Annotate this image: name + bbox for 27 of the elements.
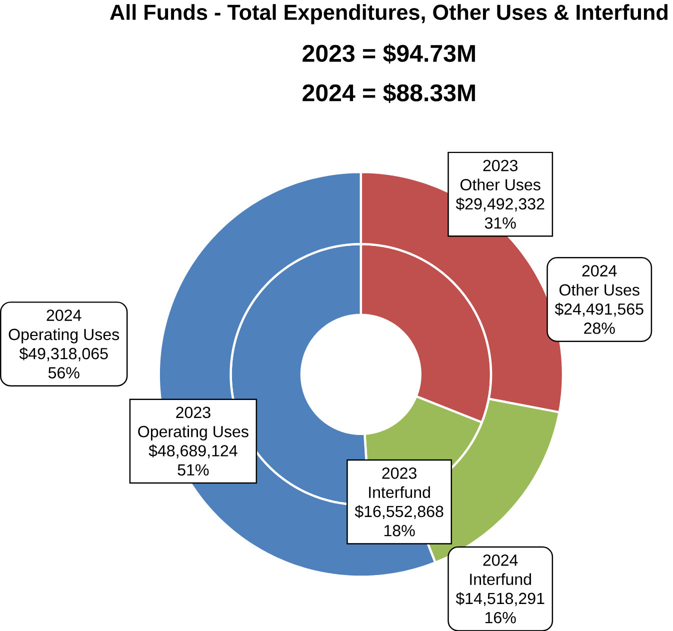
text: 31% [484, 217, 516, 229]
text: $29,492,332 [456, 197, 544, 212]
text: 51% [178, 464, 209, 476]
chart-subtitle: 2023 = $94.73M [302, 44, 475, 64]
text: 2024 [582, 264, 617, 276]
slice-label: 2023 [382, 467, 416, 479]
slice-label: 2024 [483, 554, 518, 566]
text: 18% [384, 524, 415, 536]
slice-label: Interfund [470, 573, 532, 585]
slice-label: Operating Uses [8, 328, 120, 344]
slice-label: Interfund [369, 486, 430, 498]
text: 2023 [176, 406, 210, 418]
text: 28% [584, 322, 615, 334]
text: $16,552,868 [354, 504, 444, 519]
text: $49,318,065 [19, 347, 108, 362]
text: $48,689,124 [148, 444, 238, 458]
text: 16% [485, 612, 516, 624]
chart-title: All Funds - Total Expenditures, Other Uses & Interfund [110, 4, 668, 24]
text: 2023 [483, 160, 518, 172]
text: 2024 [46, 309, 82, 321]
text: $14,518,291 [456, 592, 544, 606]
slice-label: Other Uses [560, 284, 640, 296]
text: $24,491,565 [554, 302, 644, 316]
slice-label: Operating Uses [138, 425, 248, 440]
text: 56% [48, 366, 80, 378]
text: 2024 = $88.33M [302, 83, 475, 103]
slice-label: Other Uses [460, 178, 540, 190]
